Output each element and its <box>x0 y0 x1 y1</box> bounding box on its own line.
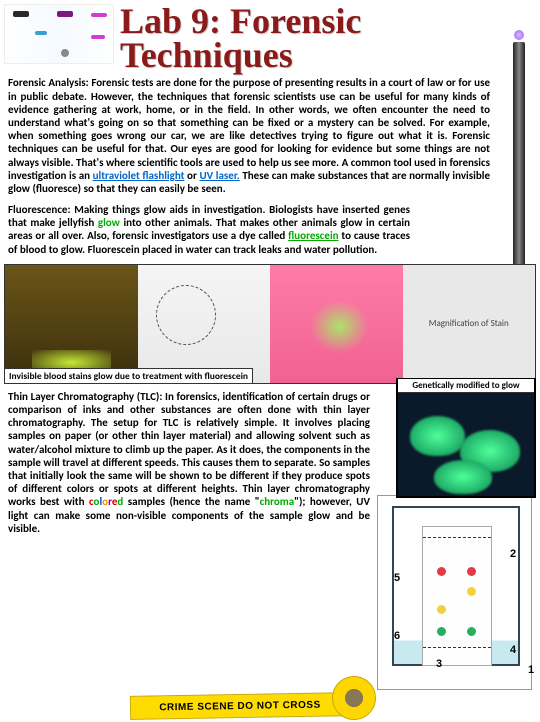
tlc-diagram: 256341 <box>377 495 532 690</box>
fluorescein-link[interactable]: fluorescein <box>288 229 338 242</box>
para3-lead: Thin Layer Chromatography (TLC): <box>8 390 162 403</box>
magnification-label-image: Magnification of Stain <box>403 265 536 383</box>
stain-closeup-image <box>138 265 271 383</box>
para2-lead: Fluorescence: <box>8 203 71 216</box>
para1-lead: Forensic Analysis: <box>8 76 89 89</box>
pink-fabric-image <box>270 265 403 383</box>
uv-laser-image <box>510 30 528 290</box>
crime-scene-tape: CRIME SCENE DO NOT CROSS <box>130 692 350 720</box>
chroma-word: chroma <box>260 495 295 508</box>
gm-caption: Genetically modified to glow <box>398 379 534 393</box>
fluorescence-paragraph: Fluorescence: Making things glow aids in… <box>0 201 540 262</box>
page-title: Lab 9: Forensic Techniques <box>120 4 532 72</box>
glow-word: glow <box>98 216 120 229</box>
car-interior-uv-image <box>5 265 138 383</box>
gel-electrophoresis-image <box>4 4 114 64</box>
glowing-mice-image: Genetically modified to glow <box>396 378 536 498</box>
uv-flashlight-link[interactable]: ultraviolet flashlight <box>93 169 185 182</box>
fluorescein-image-strip: Magnification of Stain Invisible blood s… <box>4 264 536 384</box>
uv-laser-link[interactable]: UV laser. <box>199 169 239 182</box>
fluorescein-caption: Invisible blood stains glow due to treat… <box>4 368 253 384</box>
forensic-analysis-paragraph: Forensic Analysis: Forensic tests are do… <box>0 72 540 201</box>
